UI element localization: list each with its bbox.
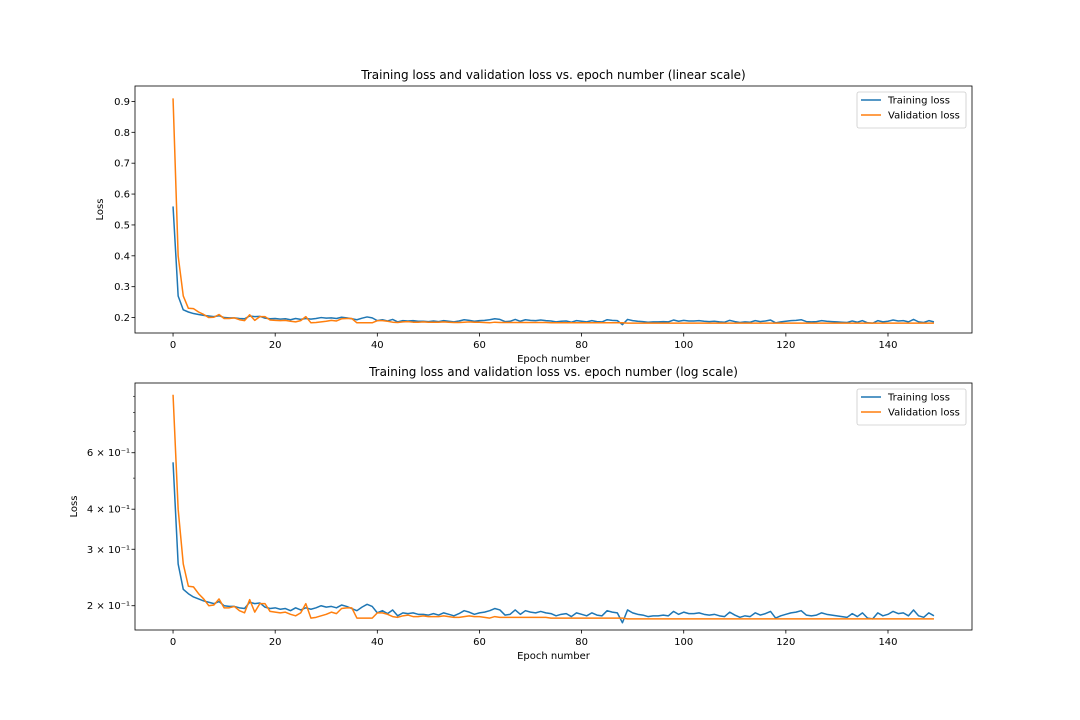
y-axis-label: Loss — [95, 199, 106, 221]
x-tick-label: 20 — [269, 637, 282, 648]
x-tick-label: 40 — [371, 637, 384, 648]
legend-label-training-loss: Training loss — [887, 96, 950, 107]
legend-box — [856, 388, 967, 426]
chart-title: Training loss and validation loss vs. ep… — [368, 365, 738, 379]
y-tick-label: 0.7 — [114, 159, 130, 170]
x-tick-label: 20 — [269, 340, 282, 351]
y-tick-label: 0.3 — [114, 282, 130, 293]
x-tick-label: 140 — [878, 637, 897, 648]
x-tick-label: 80 — [575, 340, 588, 351]
x-tick-label: 0 — [170, 637, 176, 648]
legend-label-training-loss: Training loss — [887, 393, 950, 404]
axes-frame — [134, 382, 973, 631]
y-tick-label: 0.4 — [114, 251, 130, 262]
x-tick-label: 40 — [371, 340, 384, 351]
y-tick-label: 0.6 — [114, 190, 130, 201]
x-tick-label: 120 — [776, 637, 795, 648]
y-tick-label: 0.2 — [114, 313, 130, 324]
legend: Training loss Validation loss — [856, 388, 967, 426]
x-tick-label: 100 — [674, 637, 693, 648]
x-tick-label: 140 — [878, 340, 897, 351]
y-tick-label: 0.9 — [114, 97, 130, 108]
y-tick-label: 2 × 10⁻¹ — [87, 601, 130, 612]
x-axis-label: Epoch number — [517, 651, 591, 662]
legend-label-validation-loss: Validation loss — [888, 111, 960, 122]
axes-frame — [134, 85, 973, 334]
series-line-training-loss — [172, 206, 935, 326]
x-tick-label: 0 — [170, 340, 176, 351]
y-tick-label: 3 × 10⁻¹ — [87, 545, 130, 556]
x-tick-label: 60 — [473, 340, 486, 351]
y-tick-label: 6 × 10⁻¹ — [87, 448, 130, 459]
chart-title: Training loss and validation loss vs. ep… — [360, 68, 745, 82]
y-tick-label: 0.5 — [114, 220, 130, 231]
legend-box — [856, 91, 967, 129]
x-tick-label: 120 — [776, 340, 795, 351]
series-line-validation-loss — [172, 394, 934, 620]
x-tick-label: 80 — [575, 637, 588, 648]
series-line-validation-loss — [172, 98, 934, 324]
log-scale-loss-chart: 0 20 40 60 80 100 120 140 2 × 10⁻¹ 3 × 10⁻¹ 4 × 10… — [69, 365, 973, 662]
x-axis-label: Epoch number — [517, 354, 591, 365]
x-tick-label: 100 — [674, 340, 693, 351]
y-tick-label: 4 × 10⁻¹ — [87, 505, 130, 516]
y-tick-label: 0.8 — [114, 128, 130, 139]
y-axis-label: Loss — [69, 496, 80, 518]
x-tick-label: 60 — [473, 637, 486, 648]
series-line-training-loss — [172, 462, 935, 624]
legend-label-validation-loss: Validation loss — [888, 408, 960, 419]
linear-scale-loss-chart: 0 20 40 60 80 100 120 140 0.2 0.3 0.4 0.5 0.6 0.7 0.8 0… — [95, 68, 973, 365]
legend: Training loss Validation loss — [856, 91, 967, 129]
